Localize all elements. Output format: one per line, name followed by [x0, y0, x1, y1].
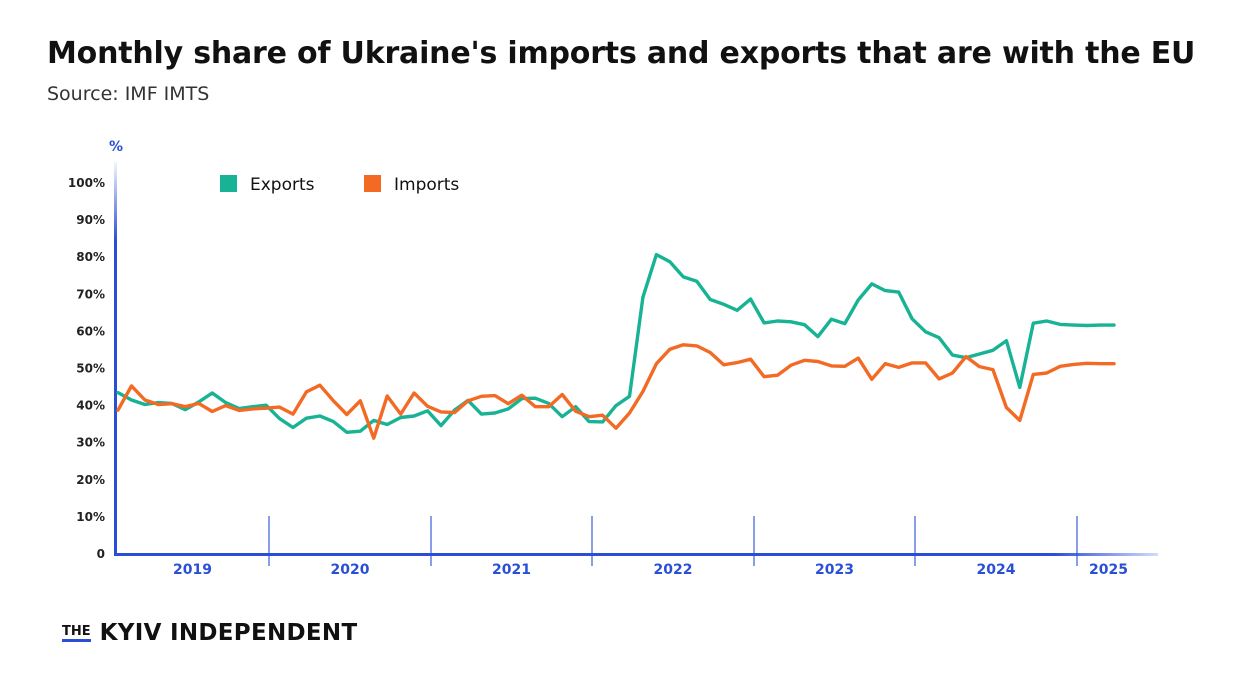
- x-tick-label: 2023: [815, 562, 854, 578]
- y-axis-unit-label: %: [109, 139, 123, 155]
- legend-swatch-exports: [220, 175, 237, 192]
- y-tick-label: 50%: [76, 362, 105, 376]
- x-tick-label: 2022: [654, 562, 693, 578]
- chart-subtitle: Source: IMF IMTS: [47, 83, 210, 105]
- x-tick-label: 2019: [173, 562, 212, 578]
- legend-swatch-imports: [364, 175, 381, 192]
- series-line-exports: [116, 252, 1116, 434]
- legend-label-imports: Imports: [394, 175, 459, 195]
- y-tick-label: 60%: [76, 324, 105, 338]
- x-tick-label: 2024: [977, 562, 1016, 578]
- y-tick-label: 80%: [76, 250, 105, 264]
- y-axis-line: [114, 162, 117, 555]
- logo-name: KYIV INDEPENDENT: [99, 620, 358, 646]
- y-tick-label: 40%: [76, 399, 105, 413]
- logo-prefix: THE: [62, 625, 91, 642]
- legend-label-exports: Exports: [250, 175, 315, 195]
- x-tick-label: 2021: [492, 562, 531, 578]
- y-tick-label: 90%: [76, 213, 105, 227]
- series-line-imports: [116, 343, 1116, 440]
- publisher-logo: THE KYIV INDEPENDENT: [62, 616, 357, 646]
- y-tick-label: 10%: [76, 510, 105, 524]
- y-tick-label: 30%: [76, 436, 105, 450]
- y-tick-label: 20%: [76, 473, 105, 487]
- y-tick-label: 0: [97, 547, 105, 561]
- x-tick-label: 2020: [331, 562, 370, 578]
- y-tick-label: 70%: [76, 287, 105, 301]
- x-axis-line: [114, 553, 1158, 556]
- chart-title: Monthly share of Ukraine's imports and e…: [47, 36, 1196, 71]
- y-tick-label: 100%: [68, 176, 105, 190]
- x-tick-label: 2025: [1089, 562, 1128, 578]
